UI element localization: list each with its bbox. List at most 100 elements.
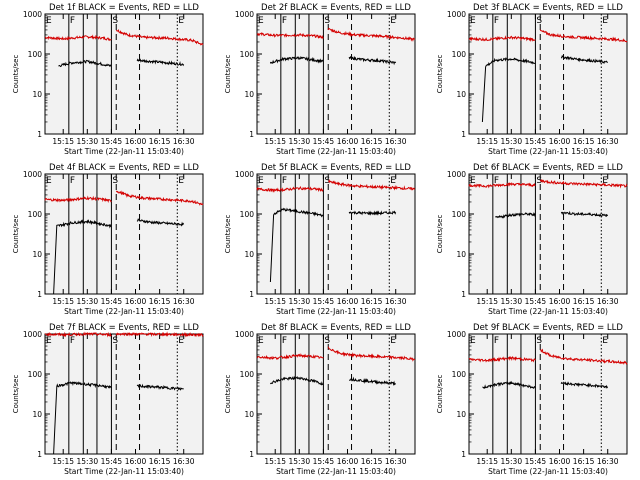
- lld-series-line: [540, 348, 628, 365]
- x-tick-label: 15:15: [264, 297, 286, 306]
- x-tick-label: 15:30: [288, 297, 310, 306]
- x-tick-label: 15:30: [500, 457, 522, 466]
- x-tick-label: 16:30: [597, 457, 619, 466]
- event-marker-label: E: [258, 176, 264, 186]
- lld-series-line: [327, 27, 416, 42]
- y-tick-label: 10: [456, 250, 466, 259]
- x-tick-label: 15:30: [76, 457, 98, 466]
- y-tick-label: 10: [456, 90, 466, 99]
- y-tick-label: 100: [28, 370, 43, 379]
- y-tick-label: 100: [240, 210, 255, 219]
- lld-series-line: [328, 179, 415, 191]
- y-tick-label: 1000: [447, 170, 466, 179]
- event-marker-label: S: [536, 16, 542, 26]
- y-tick-label: 1000: [447, 330, 466, 339]
- detector-panel: Det 2f BLACK = Events, RED = LLD 1 10 100 10…: [224, 3, 416, 156]
- lld-series-line: [539, 29, 628, 43]
- x-axis-label: Start Time (22-Jan-11 15:03:40): [488, 307, 608, 316]
- event-marker-label: S: [112, 176, 118, 186]
- lld-series-line: [468, 182, 536, 189]
- y-axis-label: Counts/sec: [224, 55, 232, 94]
- event-marker-label: E: [178, 176, 184, 186]
- x-tick-label: 16:30: [385, 457, 407, 466]
- event-marker-label: E: [46, 336, 52, 346]
- event-marker-label: E: [470, 336, 476, 346]
- panel-title: Det 4f BLACK = Events, RED = LLD: [49, 163, 199, 173]
- x-tick-label: 15:30: [288, 137, 310, 146]
- x-axis-label: Start Time (22-Jan-11 15:03:40): [64, 147, 184, 156]
- event-marker-label: E: [470, 16, 476, 26]
- x-tick-label: 16:30: [173, 137, 195, 146]
- x-tick-label: 15:45: [101, 297, 123, 306]
- panel-title: Det 1f BLACK = Events, RED = LLD: [49, 3, 199, 13]
- events-series-line: [349, 376, 397, 387]
- event-marker-label: E: [390, 16, 396, 26]
- event-marker-label: E: [258, 16, 264, 26]
- plot-area: [256, 13, 416, 135]
- events-series-line: [269, 56, 324, 64]
- y-tick-label: 1000: [235, 330, 254, 339]
- detector-panel: Det 5f BLACK = Events, RED = LLD 1 10 100 10…: [224, 163, 416, 316]
- y-tick-label: 1: [37, 290, 42, 299]
- events-series-line: [495, 212, 536, 219]
- detector-panel: Det 9f BLACK = Events, RED = LLD 1 10 100 10…: [436, 323, 628, 476]
- x-tick-label: 15:15: [264, 457, 286, 466]
- x-axis-label: Start Time (22-Jan-11 15:03:40): [488, 467, 608, 476]
- x-tick-label: 16:15: [149, 297, 171, 306]
- y-tick-label: 10: [244, 250, 254, 259]
- events-series-line: [482, 380, 536, 389]
- panel-title: Det 3f BLACK = Events, RED = LLD: [473, 3, 623, 13]
- y-tick-label: 100: [28, 50, 43, 59]
- events-series-line: [53, 381, 112, 455]
- lld-series-line: [115, 331, 204, 338]
- event-marker-label: S: [324, 336, 330, 346]
- y-tick-label: 1000: [23, 330, 42, 339]
- y-tick-label: 1000: [447, 10, 466, 19]
- events-series-line: [348, 55, 397, 66]
- y-tick-label: 1000: [235, 10, 254, 19]
- detector-panel: Det 1f BLACK = Events, RED = LLD 1 10 100 10…: [12, 3, 204, 156]
- detector-panel: Det 7f BLACK = Events, RED = LLD 1 10 100 10…: [12, 323, 204, 476]
- panel-title: Det 2f BLACK = Events, RED = LLD: [261, 3, 411, 13]
- y-tick-label: 1: [249, 130, 254, 139]
- x-tick-label: 16:00: [125, 457, 147, 466]
- lld-series-line: [44, 195, 112, 204]
- panel-title: Det 7f BLACK = Events, RED = LLD: [49, 323, 199, 333]
- lld-series-line: [115, 29, 204, 46]
- event-marker-label: E: [602, 16, 608, 26]
- panel-title: Det 5f BLACK = Events, RED = LLD: [261, 163, 411, 173]
- x-tick-label: 16:00: [549, 297, 571, 306]
- x-tick-label: 16:15: [361, 457, 383, 466]
- event-marker-label: F: [70, 176, 75, 186]
- events-series-line: [53, 219, 112, 295]
- y-tick-label: 1000: [23, 170, 42, 179]
- x-tick-label: 15:45: [525, 137, 547, 146]
- event-marker-label: F: [494, 176, 499, 186]
- x-tick-label: 15:15: [476, 297, 498, 306]
- x-tick-label: 16:00: [549, 137, 571, 146]
- y-axis-label: Counts/sec: [224, 375, 232, 414]
- x-tick-label: 15:30: [76, 297, 98, 306]
- plot-area: [468, 173, 628, 295]
- y-axis-label: Counts/sec: [12, 215, 20, 254]
- x-tick-label: 15:15: [52, 297, 74, 306]
- detector-panel: Det 3f BLACK = Events, RED = LLD 1 10 100 10…: [436, 3, 628, 156]
- panel-title: Det 8f BLACK = Events, RED = LLD: [261, 323, 411, 333]
- y-tick-label: 10: [32, 250, 42, 259]
- event-marker-label: E: [602, 336, 608, 346]
- x-tick-label: 15:15: [52, 137, 74, 146]
- event-marker-label: E: [390, 336, 396, 346]
- x-axis-label: Start Time (22-Jan-11 15:03:40): [276, 467, 396, 476]
- x-tick-label: 16:30: [385, 137, 407, 146]
- y-axis-label: Counts/sec: [436, 375, 444, 414]
- x-tick-label: 16:15: [573, 137, 595, 146]
- x-tick-label: 16:00: [337, 457, 359, 466]
- y-axis-label: Counts/sec: [436, 55, 444, 94]
- events-series-line: [136, 383, 184, 391]
- x-tick-label: 16:30: [597, 297, 619, 306]
- x-tick-label: 16:00: [549, 457, 571, 466]
- x-tick-label: 16:00: [125, 137, 147, 146]
- x-tick-label: 15:30: [500, 137, 522, 146]
- panel-title: Det 9f BLACK = Events, RED = LLD: [473, 323, 623, 333]
- events-series-line: [269, 207, 324, 283]
